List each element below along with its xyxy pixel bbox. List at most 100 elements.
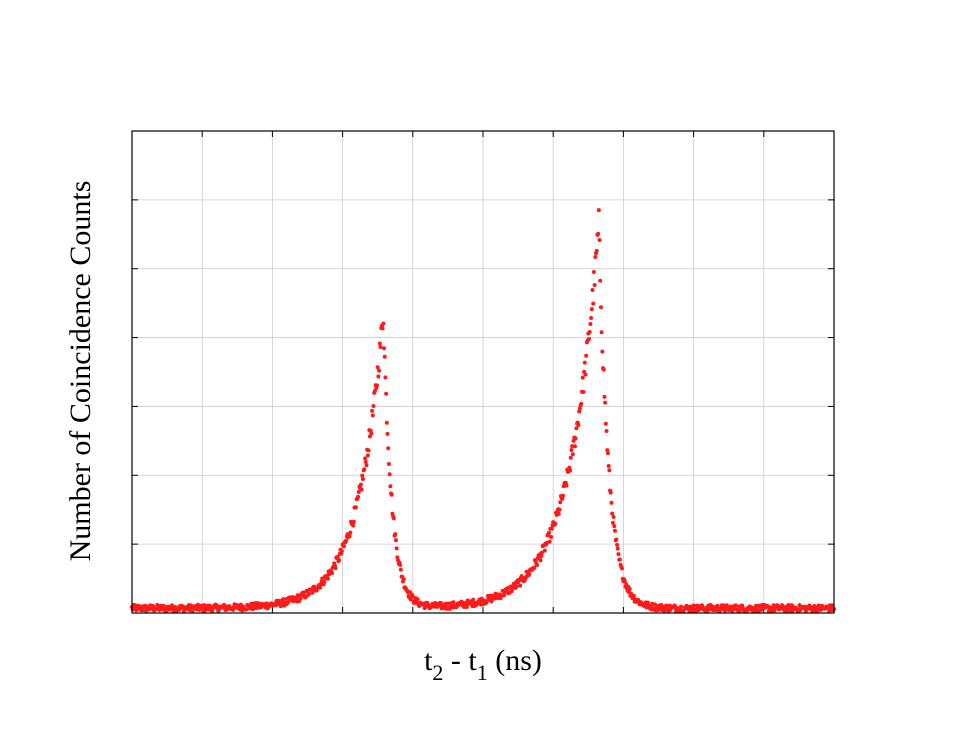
plot-frame (131, 130, 835, 614)
data-point (569, 448, 574, 453)
data-point (520, 575, 525, 580)
data-point (381, 321, 386, 326)
data-point (415, 597, 420, 602)
data-point (662, 608, 667, 613)
data-point (538, 558, 543, 563)
data-point (377, 341, 382, 346)
data-point (391, 516, 396, 521)
x-label-minus-t1: - t (443, 644, 477, 677)
data-point (600, 349, 605, 354)
data-point (607, 468, 612, 473)
data-point (333, 566, 338, 571)
data-point (451, 600, 456, 605)
data-point (393, 538, 398, 543)
data-point (398, 562, 403, 567)
data-point (195, 602, 200, 607)
data-point (601, 367, 606, 372)
data-point (170, 603, 175, 608)
data-point (360, 476, 365, 481)
data-point (366, 448, 371, 453)
data-point (606, 464, 611, 469)
data-point (527, 572, 532, 577)
data-point (151, 604, 156, 609)
data-point (610, 511, 615, 516)
data-point (582, 360, 587, 365)
data-point (375, 383, 379, 388)
data-point (489, 599, 494, 604)
data-point (422, 606, 427, 611)
data-point (285, 600, 290, 605)
data-point (389, 492, 394, 497)
data-point (612, 528, 617, 533)
data-point (514, 584, 519, 589)
data-point (398, 567, 403, 572)
data-point (612, 524, 617, 529)
x-axis-label: t2 - t1 (ns) (424, 644, 542, 685)
data-point (377, 368, 382, 373)
data-point (730, 609, 735, 614)
data-point (376, 374, 381, 379)
data-point (580, 375, 585, 380)
data-point (342, 544, 346, 549)
data-point (733, 603, 738, 608)
data-point (560, 496, 565, 501)
data-point (557, 507, 562, 512)
data-point (598, 278, 603, 283)
data-point (723, 608, 728, 613)
data-point (556, 511, 561, 516)
data-point (617, 557, 622, 562)
data-point (339, 549, 344, 554)
data-point (604, 428, 609, 433)
data-point (351, 519, 356, 524)
data-point (383, 375, 388, 380)
data-point (611, 514, 616, 519)
data-point (335, 554, 340, 559)
x-label-units: (ns) (488, 644, 542, 677)
data-point (568, 468, 573, 473)
data-point (351, 523, 356, 528)
data-point (614, 537, 619, 542)
data-point (577, 406, 582, 411)
data-point (596, 208, 601, 213)
data-point (362, 467, 367, 472)
data-point (367, 434, 372, 439)
data-point (356, 494, 361, 499)
x-label-sub-2: 2 (432, 660, 443, 685)
x-label-sub-1: 1 (477, 660, 488, 685)
data-point (549, 534, 554, 539)
data-point (337, 558, 342, 563)
data-point (369, 431, 374, 436)
data-point (597, 238, 602, 243)
data-point (759, 607, 764, 612)
data-point (380, 326, 385, 331)
data-point (591, 270, 596, 275)
data-point (605, 451, 610, 456)
data-point (576, 422, 581, 427)
data-point (542, 548, 547, 553)
data-point (443, 601, 448, 606)
data-point (347, 534, 352, 539)
data-point (610, 520, 615, 525)
data-point (388, 484, 393, 489)
data-point (359, 487, 364, 492)
data-point (502, 593, 507, 598)
data-point (310, 590, 315, 595)
data-point (363, 459, 368, 464)
data-point (579, 401, 584, 406)
data-point (214, 603, 219, 608)
data-point (394, 546, 399, 551)
data-point (583, 372, 588, 377)
data-point (395, 555, 400, 560)
data-point (691, 603, 696, 608)
data-point (589, 316, 594, 321)
data-point (387, 472, 392, 477)
data-points (130, 208, 836, 614)
data-point (587, 329, 592, 334)
data-point (591, 301, 596, 306)
data-point (322, 579, 327, 584)
x-label-t2: t (424, 644, 433, 677)
data-point (596, 231, 601, 236)
data-point (281, 597, 286, 602)
data-point (603, 400, 608, 405)
